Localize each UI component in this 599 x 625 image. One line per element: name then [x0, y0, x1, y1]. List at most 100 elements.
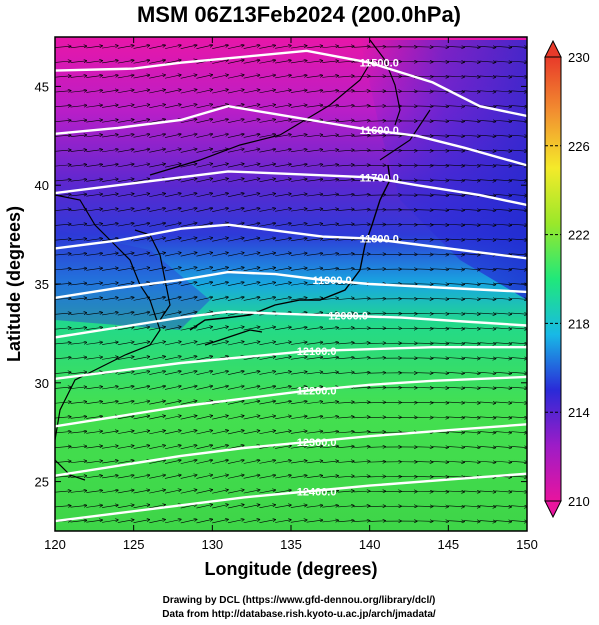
- wind-arrow: [149, 327, 165, 331]
- wind-arrow: [133, 194, 150, 197]
- wind-arrow: [369, 106, 386, 107]
- wind-arrow: [227, 75, 244, 79]
- wind-arrow: [275, 45, 291, 49]
- wind-arrow: [322, 357, 338, 359]
- wind-arrow: [322, 446, 338, 448]
- wind-arrow: [511, 298, 527, 299]
- wind-arrow: [117, 194, 134, 197]
- wind-arrow: [196, 475, 212, 479]
- wind-arrow: [259, 282, 275, 286]
- wind-arrow: [86, 431, 102, 434]
- wind-arrow: [353, 269, 370, 270]
- wind-arrow: [117, 90, 134, 94]
- wind-arrow: [227, 149, 244, 153]
- wind-arrow: [102, 312, 118, 316]
- wind-arrow: [102, 268, 118, 271]
- wind-arrow: [164, 60, 181, 64]
- wind-arrow: [432, 180, 448, 181]
- wind-arrow: [338, 61, 354, 62]
- wind-arrow: [495, 283, 511, 284]
- wind-arrow: [338, 194, 354, 195]
- wind-arrow: [463, 91, 480, 92]
- wind-arrow: [338, 76, 354, 77]
- wind-arrow: [227, 505, 244, 509]
- wind-arrow: [164, 134, 181, 138]
- wind-arrow: [275, 372, 291, 375]
- wind-arrow: [322, 283, 338, 285]
- wind-arrow: [164, 460, 181, 464]
- y-axis: 25 30 35 40 45: [35, 79, 527, 490]
- wind-arrow: [259, 371, 275, 375]
- wind-arrow: [448, 476, 464, 477]
- wind-arrow: [259, 505, 275, 509]
- wind-arrow: [70, 446, 87, 448]
- wind-arrow: [338, 105, 354, 106]
- wind-arrow: [479, 269, 496, 270]
- wind-arrow: [306, 327, 323, 330]
- wind-arrow: [180, 490, 197, 494]
- wind-arrow: [275, 268, 291, 271]
- wind-arrow: [306, 505, 323, 508]
- wind-arrow: [338, 357, 354, 358]
- wind-arrow: [463, 491, 480, 492]
- wind-arrow: [117, 505, 134, 509]
- wind-arrow: [149, 75, 165, 79]
- wind-arrow: [338, 343, 354, 344]
- wind-arrow: [322, 135, 338, 137]
- wind-arrow: [117, 75, 134, 79]
- wind-arrow: [259, 238, 275, 242]
- wind-arrow: [369, 506, 386, 507]
- wind-arrow: [133, 60, 150, 64]
- wind-arrow: [70, 135, 87, 137]
- wind-arrow: [55, 76, 71, 77]
- wind-arrow: [275, 194, 291, 197]
- wind-arrow: [495, 417, 511, 418]
- wind-arrow: [290, 60, 307, 64]
- wind-arrow: [463, 46, 480, 47]
- wind-arrow: [369, 402, 386, 403]
- wind-arrow: [55, 343, 71, 344]
- wind-arrow: [196, 445, 212, 450]
- wind-arrow: [212, 475, 228, 479]
- wind-arrow: [227, 327, 244, 331]
- wind-arrow: [164, 238, 181, 242]
- wind-arrow: [133, 386, 150, 390]
- wind-arrow: [133, 327, 150, 331]
- wind-arrow: [463, 313, 480, 314]
- wind-arrow: [164, 475, 181, 479]
- wind-arrow: [511, 209, 527, 210]
- wind-arrow: [448, 195, 464, 196]
- contour-line: [55, 423, 527, 477]
- wind-arrow: [164, 312, 181, 316]
- wind-arrow: [55, 357, 71, 358]
- wind-arrow: [511, 446, 527, 447]
- wind-arrow: [196, 430, 212, 435]
- wind-arrow: [133, 223, 150, 227]
- wind-arrow: [259, 194, 275, 197]
- wind-arrow: [448, 61, 464, 62]
- wind-arrow: [369, 462, 386, 463]
- wind-arrow: [511, 180, 527, 181]
- wind-arrow: [432, 373, 448, 374]
- wind-arrow: [133, 45, 150, 49]
- wind-arrow: [479, 224, 496, 225]
- wind-arrow: [479, 298, 496, 299]
- wind-arrow: [275, 105, 291, 108]
- wind-arrow: [479, 358, 496, 359]
- wind-arrow: [70, 357, 87, 359]
- contour-label: 11600.0: [360, 125, 399, 137]
- wind-arrow: [102, 298, 118, 301]
- wind-arrow: [511, 372, 527, 373]
- wind-arrow: [55, 506, 71, 507]
- wind-arrow: [102, 283, 118, 286]
- wind-arrow: [212, 134, 228, 138]
- wind-arrow: [196, 178, 212, 183]
- wind-arrow: [133, 179, 150, 183]
- wind-arrow: [196, 208, 212, 212]
- wind-arrow: [180, 297, 197, 301]
- wind-arrow: [511, 313, 527, 314]
- wind-arrow: [495, 491, 511, 492]
- wind-arrow: [243, 238, 260, 242]
- wind-arrow: [86, 209, 102, 212]
- wind-arrow: [353, 106, 370, 107]
